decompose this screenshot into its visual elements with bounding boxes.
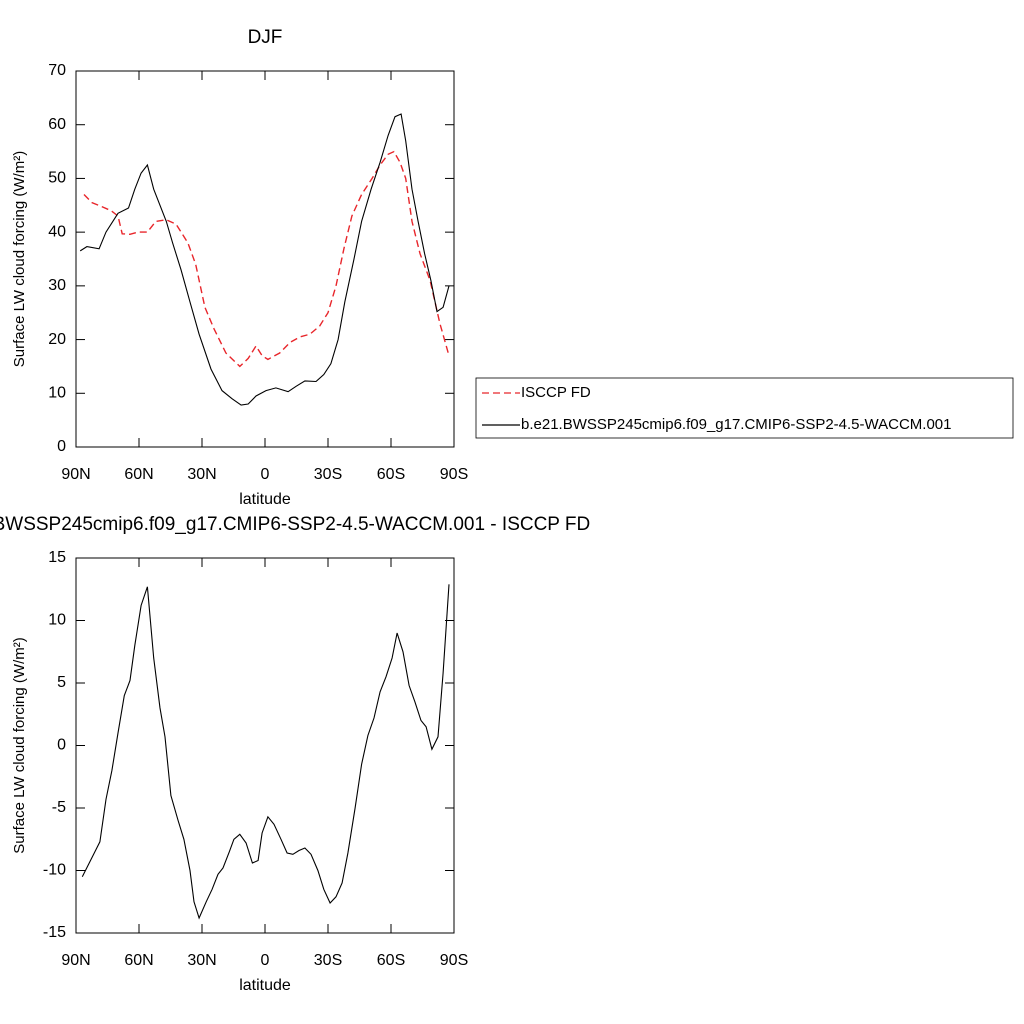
y-tick-label: 20 (48, 331, 66, 348)
x-tick-label: 30S (314, 952, 342, 969)
chart-title: DJF (248, 27, 283, 48)
x-tick-label: 30N (187, 952, 216, 969)
y-tick-label: 50 (48, 170, 66, 187)
y-tick-label: -15 (43, 924, 66, 941)
x-tick-label: 90N (61, 952, 90, 969)
y-tick-label: -10 (43, 862, 66, 879)
x-tick-label: 30N (187, 466, 216, 483)
y-axis-label: Surface LW cloud forcing (W/m²) (11, 637, 28, 853)
data-line (79, 113, 450, 406)
y-tick-label: -5 (52, 799, 66, 816)
legend-label: b.e21.BWSSP245cmip6.f09_g17.CMIP6-SSP2-4… (521, 416, 951, 433)
y-tick-label: 60 (48, 116, 66, 133)
y-tick-label: 10 (48, 612, 66, 629)
y-tick-label: 0 (57, 438, 66, 455)
y-axis-label: Surface LW cloud forcing (W/m²) (11, 151, 28, 367)
x-tick-label: 60N (124, 952, 153, 969)
y-tick-label: 5 (57, 674, 66, 691)
x-tick-label: 90S (440, 952, 468, 969)
x-tick-label: 90N (61, 466, 90, 483)
y-tick-label: 40 (48, 223, 66, 240)
plot-frame (75, 557, 455, 934)
y-tick-label: 70 (48, 62, 66, 79)
chart-title: b.e21.BWSSP245cmip6.f09_g17.CMIP6-SSP2-4… (0, 514, 590, 535)
data-line (81, 584, 450, 920)
legend-box (475, 377, 1014, 439)
x-tick-label: 30S (314, 466, 342, 483)
y-tick-label: 30 (48, 277, 66, 294)
legend-label: ISCCP FD (521, 384, 591, 401)
x-tick-label: 0 (261, 952, 270, 969)
data-line (83, 150, 450, 368)
x-tick-label: 90S (440, 466, 468, 483)
x-tick-label: 60N (124, 466, 153, 483)
y-tick-label: 15 (48, 549, 66, 566)
x-axis-label: latitude (239, 977, 291, 994)
x-tick-label: 60S (377, 952, 405, 969)
y-tick-label: 10 (48, 385, 66, 402)
x-tick-label: 0 (261, 466, 270, 483)
y-tick-label: 0 (57, 737, 66, 754)
x-axis-label: latitude (239, 491, 291, 508)
x-tick-label: 60S (377, 466, 405, 483)
